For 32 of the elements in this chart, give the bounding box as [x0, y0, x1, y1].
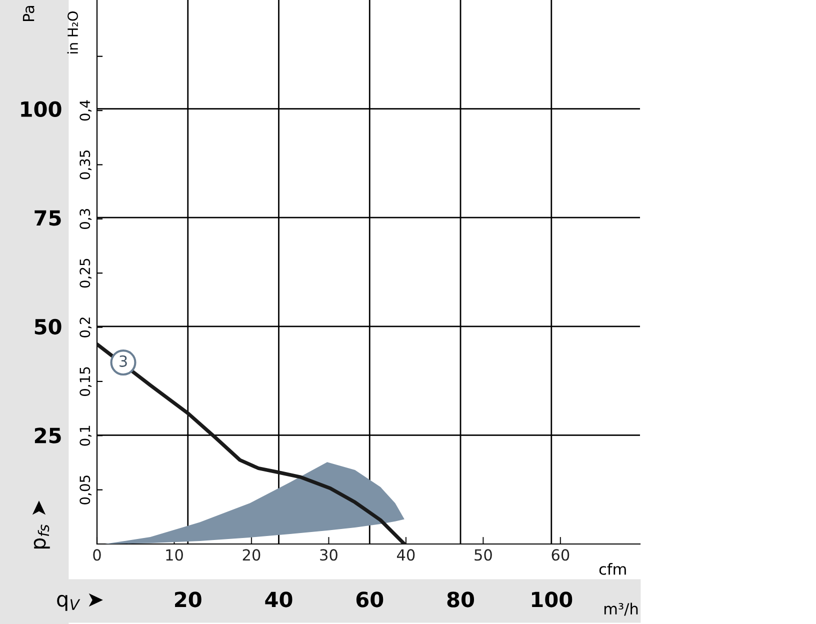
text: q$_{V}$ ➤ [57, 593, 103, 611]
x-axis-title: cfm [599, 563, 626, 575]
annotation: 3 [120, 355, 127, 367]
y2-tick-label: 0,3 [80, 208, 92, 230]
y2-tick-label: 0,35 [80, 150, 92, 180]
x-tick-label: 0 [93, 549, 101, 561]
y-tick-label: 100 [21, 101, 62, 118]
x2-tick-label: 100 [532, 592, 572, 608]
y2-tick-label: 0,25 [80, 258, 92, 288]
x-tick-label: 30 [320, 549, 338, 561]
y-tick-label: 75 [34, 210, 61, 226]
y2-tick-label: 0,2 [80, 318, 92, 338]
x2-tick-label: 20 [175, 592, 202, 608]
x2-axis-title: m³/h [604, 602, 638, 616]
x-tick-label: 60 [552, 549, 570, 561]
x-tick-label: 10 [166, 549, 183, 561]
y2-tick-label: 0,4 [80, 100, 92, 121]
x2-tick-label: 60 [356, 592, 384, 608]
line-series [97, 342, 406, 544]
y2-axis-title: in H₂O [67, 11, 78, 54]
y2-tick-label: 0,1 [80, 426, 92, 446]
x-tick-label: 50 [474, 549, 492, 561]
y-tick-label: 25 [34, 428, 61, 444]
y-tick-label: 50 [34, 318, 62, 335]
y2-tick-label: 0,15 [80, 367, 92, 396]
x-tick-label: 40 [396, 549, 415, 561]
x2-tick-label: 40 [265, 592, 292, 608]
x-tick-label: 20 [242, 549, 260, 561]
y-axis-title: Pa [22, 6, 34, 22]
text: p$_{fs}$ ➤ [32, 500, 50, 549]
x2-tick-label: 80 [447, 592, 474, 608]
y2-tick-label: 0,05 [80, 476, 92, 504]
